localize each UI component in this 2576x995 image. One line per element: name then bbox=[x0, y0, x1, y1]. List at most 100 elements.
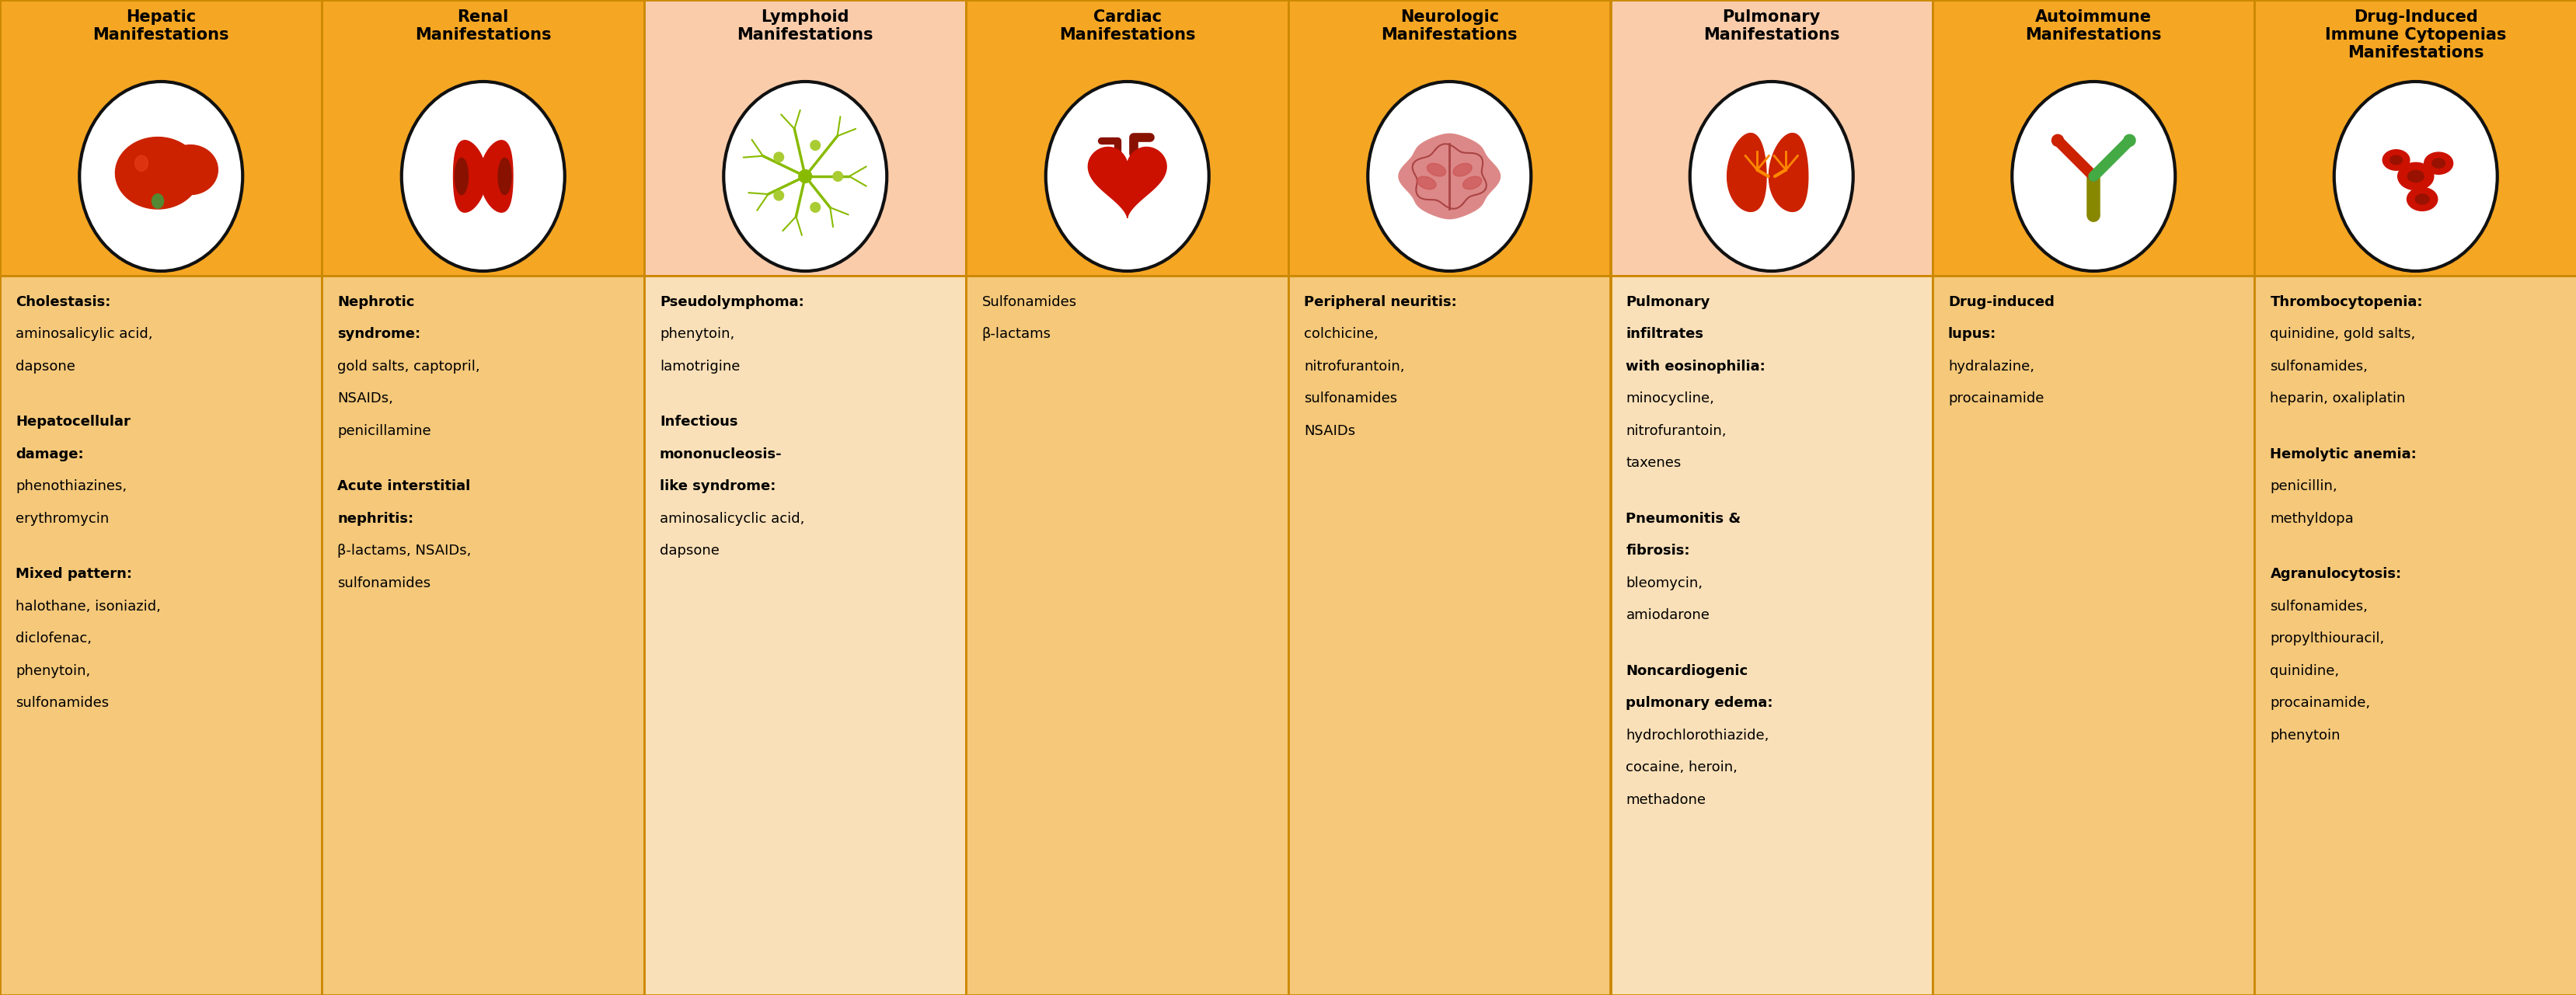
Text: with eosinophilia:: with eosinophilia: bbox=[1625, 359, 1765, 373]
Ellipse shape bbox=[2424, 152, 2452, 174]
Bar bbox=[966, 276, 1288, 995]
Ellipse shape bbox=[811, 202, 819, 212]
Ellipse shape bbox=[1453, 163, 1471, 176]
Text: β-lactams: β-lactams bbox=[981, 327, 1051, 341]
Text: β-lactams, NSAIDs,: β-lactams, NSAIDs, bbox=[337, 544, 471, 558]
Text: halothane, isoniazid,: halothane, isoniazid, bbox=[15, 600, 160, 614]
Bar bbox=[1932, 276, 2254, 995]
Text: Pneumonitis &: Pneumonitis & bbox=[1625, 511, 1741, 525]
Text: lamotrigine: lamotrigine bbox=[659, 359, 739, 373]
Text: Acute interstitial: Acute interstitial bbox=[337, 480, 471, 494]
Ellipse shape bbox=[2012, 82, 2174, 271]
Text: penicillin,: penicillin, bbox=[2269, 480, 2336, 494]
Text: fibrosis:: fibrosis: bbox=[1625, 544, 1690, 558]
Text: Nephrotic: Nephrotic bbox=[337, 296, 415, 309]
Text: Lymphoid
Manifestations: Lymphoid Manifestations bbox=[737, 9, 873, 43]
Text: Pseudolymphoma:: Pseudolymphoma: bbox=[659, 296, 804, 309]
Ellipse shape bbox=[2406, 170, 2424, 182]
Text: cocaine, heroin,: cocaine, heroin, bbox=[1625, 761, 1736, 775]
Bar bbox=[966, 0, 1288, 276]
Text: procainamide: procainamide bbox=[1947, 392, 2043, 406]
Text: Neurologic
Manifestations: Neurologic Manifestations bbox=[1381, 9, 1517, 43]
Text: infiltrates: infiltrates bbox=[1625, 327, 1703, 341]
Text: taxenes: taxenes bbox=[1625, 457, 1682, 471]
Polygon shape bbox=[116, 137, 201, 209]
Text: Pulmonary
Manifestations: Pulmonary Manifestations bbox=[1703, 9, 1839, 43]
Bar bbox=[2254, 0, 2576, 276]
Text: Drug-Induced
Immune Cytopenias
Manifestations: Drug-Induced Immune Cytopenias Manifesta… bbox=[2324, 9, 2506, 61]
Ellipse shape bbox=[799, 170, 811, 183]
Ellipse shape bbox=[773, 152, 783, 162]
Text: Infectious: Infectious bbox=[659, 415, 737, 429]
Polygon shape bbox=[134, 155, 147, 171]
Polygon shape bbox=[1726, 133, 1765, 212]
Text: Peripheral neuritis:: Peripheral neuritis: bbox=[1303, 296, 1455, 309]
Ellipse shape bbox=[832, 171, 842, 181]
Ellipse shape bbox=[2406, 187, 2437, 211]
Text: hydrochlorothiazide,: hydrochlorothiazide, bbox=[1625, 728, 1770, 742]
Text: aminosalicyclic acid,: aminosalicyclic acid, bbox=[659, 511, 804, 525]
Text: lupus:: lupus: bbox=[1947, 327, 1996, 341]
Text: aminosalicylic acid,: aminosalicylic acid, bbox=[15, 327, 152, 341]
Polygon shape bbox=[1399, 134, 1499, 219]
Ellipse shape bbox=[2391, 155, 2401, 164]
Text: penicillamine: penicillamine bbox=[337, 424, 430, 438]
Text: diclofenac,: diclofenac, bbox=[15, 632, 93, 646]
Text: Hepatocellular: Hepatocellular bbox=[15, 415, 131, 429]
Bar bbox=[322, 0, 644, 276]
Text: heparin, oxaliplatin: heparin, oxaliplatin bbox=[2269, 392, 2406, 406]
Polygon shape bbox=[1087, 147, 1167, 218]
Text: quinidine, gold salts,: quinidine, gold salts, bbox=[2269, 327, 2416, 341]
Text: NSAIDs: NSAIDs bbox=[1303, 424, 1355, 438]
Text: methadone: methadone bbox=[1625, 793, 1705, 807]
Text: Drug-induced: Drug-induced bbox=[1947, 296, 2053, 309]
Text: Renal
Manifestations: Renal Manifestations bbox=[415, 9, 551, 43]
Ellipse shape bbox=[1046, 82, 1208, 271]
Text: sulfonamides: sulfonamides bbox=[337, 576, 430, 590]
Ellipse shape bbox=[402, 82, 564, 271]
Text: nitrofurantoin,: nitrofurantoin, bbox=[1303, 359, 1404, 373]
Bar bbox=[322, 276, 644, 995]
Text: Pulmonary: Pulmonary bbox=[1625, 296, 1710, 309]
Text: quinidine,: quinidine, bbox=[2269, 664, 2339, 678]
Bar bbox=[644, 276, 966, 995]
Text: mononucleosis-: mononucleosis- bbox=[659, 448, 783, 462]
Bar bbox=[1610, 276, 1932, 995]
Text: erythromycin: erythromycin bbox=[15, 511, 108, 525]
Text: Autoimmune
Manifestations: Autoimmune Manifestations bbox=[2025, 9, 2161, 43]
Text: Thrombocytopenia:: Thrombocytopenia: bbox=[2269, 296, 2421, 309]
Bar bbox=[0, 276, 322, 995]
Bar bbox=[1288, 0, 1610, 276]
Text: nephritis:: nephritis: bbox=[337, 511, 415, 525]
Text: syndrome:: syndrome: bbox=[337, 327, 420, 341]
Ellipse shape bbox=[1368, 82, 1530, 271]
Text: Sulfonamides: Sulfonamides bbox=[981, 296, 1077, 309]
Text: pulmonary edema:: pulmonary edema: bbox=[1625, 696, 1772, 710]
Text: sulfonamides: sulfonamides bbox=[1303, 392, 1396, 406]
Text: amiodarone: amiodarone bbox=[1625, 609, 1710, 623]
Polygon shape bbox=[162, 145, 219, 195]
Text: hydralazine,: hydralazine, bbox=[1947, 359, 2035, 373]
Ellipse shape bbox=[1427, 163, 1445, 176]
Text: sulfonamides,: sulfonamides, bbox=[2269, 600, 2367, 614]
Text: methyldopa: methyldopa bbox=[2269, 511, 2354, 525]
Text: dapsone: dapsone bbox=[659, 544, 719, 558]
Polygon shape bbox=[453, 140, 487, 212]
Text: like syndrome:: like syndrome: bbox=[659, 480, 775, 494]
Text: phenytoin: phenytoin bbox=[2269, 728, 2339, 742]
Text: NSAIDs,: NSAIDs, bbox=[337, 392, 394, 406]
Text: phenytoin,: phenytoin, bbox=[15, 664, 90, 678]
Text: minocycline,: minocycline, bbox=[1625, 392, 1713, 406]
Text: phenytoin,: phenytoin, bbox=[659, 327, 734, 341]
Ellipse shape bbox=[2432, 158, 2445, 168]
Text: phenothiazines,: phenothiazines, bbox=[15, 480, 126, 494]
Text: bleomycin,: bleomycin, bbox=[1625, 576, 1703, 590]
Ellipse shape bbox=[2334, 82, 2496, 271]
Ellipse shape bbox=[80, 82, 242, 271]
Bar bbox=[1932, 0, 2254, 276]
Ellipse shape bbox=[811, 140, 819, 150]
Polygon shape bbox=[1767, 133, 1808, 212]
Text: sulfonamides: sulfonamides bbox=[15, 696, 108, 710]
Text: nitrofurantoin,: nitrofurantoin, bbox=[1625, 424, 1726, 438]
Text: gold salts, captopril,: gold salts, captopril, bbox=[337, 359, 479, 373]
